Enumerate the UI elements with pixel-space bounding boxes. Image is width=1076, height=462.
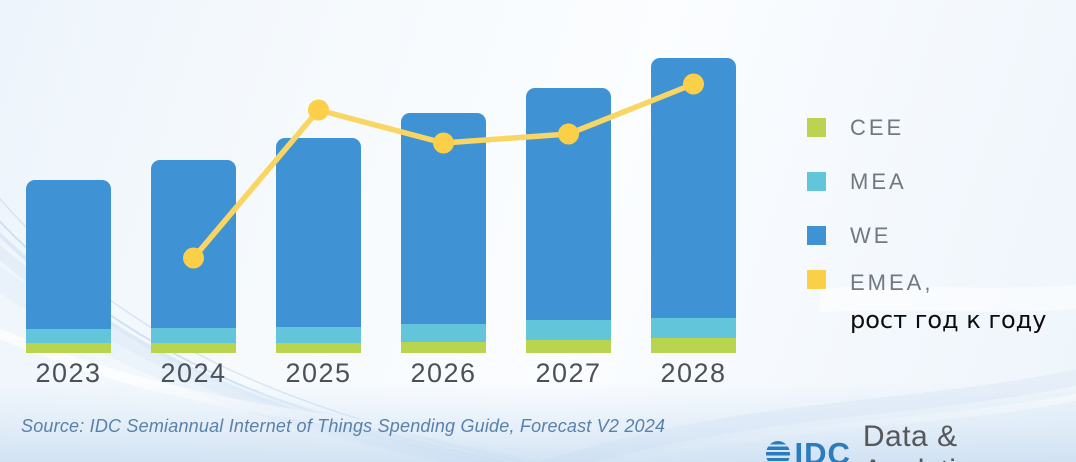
x-axis-label-2028: 2028 bbox=[660, 358, 727, 388]
bar-segment-cee bbox=[151, 343, 236, 353]
mea-swatch-icon bbox=[807, 172, 826, 191]
legend-item-emea: EMEA, рост год к году bbox=[807, 270, 1046, 334]
bar-segment-we bbox=[526, 88, 611, 320]
bar-segment-cee bbox=[526, 340, 611, 353]
bar-segment-mea bbox=[276, 327, 361, 343]
legend-label: MEA bbox=[850, 168, 907, 194]
bar-2028 bbox=[651, 58, 736, 353]
bar-segment-we bbox=[401, 113, 486, 324]
bar-segment-cee bbox=[401, 342, 486, 353]
x-axis-label-2027: 2027 bbox=[535, 358, 602, 388]
bar-segment-mea bbox=[26, 329, 111, 343]
bar-segment-we bbox=[276, 138, 361, 327]
brand-suffix-text: Data & Analytics bbox=[862, 420, 987, 462]
bar-segment-we bbox=[651, 58, 736, 318]
bar-segment-we bbox=[26, 180, 111, 329]
x-axis-label-2026: 2026 bbox=[410, 358, 477, 388]
bar-segment-mea bbox=[526, 320, 611, 340]
legend: CEE MEA WE EMEA, рост год к году bbox=[807, 108, 1046, 349]
legend-label: CEE bbox=[850, 114, 905, 140]
bar-segment-mea bbox=[151, 328, 236, 343]
emea-swatch-icon bbox=[807, 270, 826, 289]
bar-2027 bbox=[526, 88, 611, 353]
legend-item-cee: CEE bbox=[807, 108, 1046, 147]
x-axis-label-2025: 2025 bbox=[285, 358, 352, 388]
idc-logo-text: IDC bbox=[794, 436, 851, 462]
x-axis-label-2024: 2024 bbox=[160, 358, 227, 388]
bar-2025 bbox=[276, 138, 361, 353]
bar-2026 bbox=[401, 113, 486, 353]
bar-segment-cee bbox=[651, 338, 736, 353]
bar-2023 bbox=[26, 180, 111, 353]
legend-item-we: WE bbox=[807, 216, 1046, 255]
legend-label: WE bbox=[850, 222, 892, 248]
cee-swatch-icon bbox=[807, 118, 826, 137]
idc-brand-logo: IDC Data & Analytics bbox=[766, 420, 1076, 462]
legend-sublabel: рост год к году bbox=[850, 306, 1047, 334]
bar-segment-we bbox=[151, 160, 236, 328]
bar-segment-mea bbox=[651, 318, 736, 338]
x-axis-label-2023: 2023 bbox=[35, 358, 102, 388]
idc-globe-icon bbox=[766, 441, 791, 462]
bar-2024 bbox=[151, 160, 236, 353]
source-note: Source: IDC Semiannual Internet of Thing… bbox=[21, 416, 666, 436]
bar-segment-mea bbox=[401, 324, 486, 342]
we-swatch-icon bbox=[807, 226, 826, 245]
bar-segment-cee bbox=[276, 342, 361, 353]
bar-segment-cee bbox=[26, 343, 111, 353]
legend-label: EMEA, bbox=[850, 270, 934, 295]
legend-item-mea: MEA bbox=[807, 162, 1046, 201]
